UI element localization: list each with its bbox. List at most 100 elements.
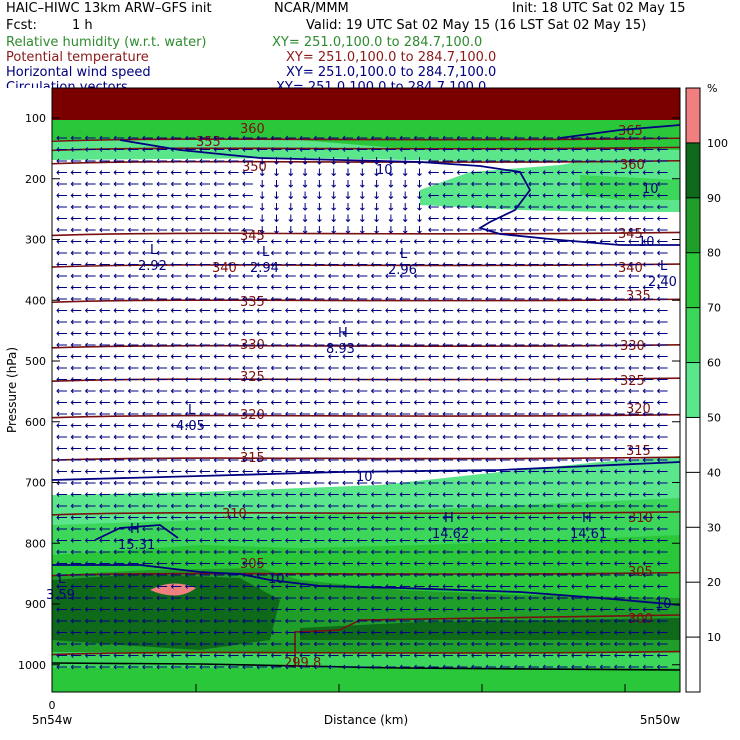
- vector-arrow: [99, 664, 110, 670]
- vector-arrow: [285, 469, 296, 474]
- vector-arrow: [317, 168, 322, 177]
- wind-label-2: 10: [268, 572, 285, 587]
- vector-arrow: [442, 653, 454, 658]
- vector-arrow: [656, 411, 668, 417]
- vector-arrow: [513, 296, 525, 302]
- vector-arrow: [270, 239, 282, 244]
- vector-arrow: [327, 641, 339, 647]
- vector-arrow: [127, 193, 139, 198]
- vector-arrow: [299, 434, 311, 440]
- vector-arrow: [385, 434, 396, 440]
- vector-arrow: [70, 561, 82, 566]
- vector-arrow: [342, 342, 353, 348]
- vector-arrow: [442, 262, 454, 267]
- vector-arrow: [242, 411, 253, 417]
- vector-arrow: [256, 147, 268, 152]
- vector-arrow: [428, 503, 439, 509]
- theta-line-355: [51, 146, 681, 152]
- vector-arrow: [299, 653, 311, 658]
- vector-arrow: [356, 492, 368, 497]
- vector-arrow: [199, 526, 210, 532]
- vector-arrow: [485, 377, 496, 382]
- vector-arrow: [585, 549, 597, 555]
- vector-arrow: [227, 204, 239, 210]
- vector-arrow: [456, 538, 468, 543]
- vector-arrow: [327, 630, 339, 635]
- vector-arrow: [170, 411, 182, 417]
- vector-arrow: [585, 434, 597, 440]
- vector-arrow: [342, 641, 353, 647]
- vector-arrow: [313, 273, 325, 279]
- vector-arrow: [556, 147, 568, 152]
- extremum-H-mark: H: [444, 511, 454, 526]
- vector-arrow: [184, 503, 196, 509]
- vector-arrow: [470, 239, 482, 244]
- vector-arrow: [127, 216, 139, 221]
- vector-arrow: [156, 446, 168, 451]
- vector-arrow: [342, 411, 353, 417]
- vector-arrow: [256, 135, 268, 141]
- y-tick-label: 600: [25, 416, 46, 429]
- vector-arrow: [385, 296, 396, 302]
- vector-arrow: [399, 365, 411, 371]
- vector-arrow: [184, 641, 196, 647]
- vector-arrow: [256, 423, 268, 428]
- theta-label-355: 355: [196, 135, 221, 150]
- vector-arrow: [342, 285, 353, 290]
- vector-arrow: [571, 158, 582, 164]
- vector-arrow: [470, 250, 482, 256]
- vector-arrow: [327, 365, 339, 371]
- vector-arrow: [402, 168, 408, 177]
- vector-arrow: [413, 365, 425, 371]
- vector-arrow: [227, 388, 239, 394]
- vector-arrow: [213, 308, 225, 313]
- vector-arrow: [599, 538, 611, 543]
- vector-arrow: [385, 308, 396, 313]
- vector-arrow: [127, 641, 139, 647]
- vector-arrow: [385, 147, 396, 152]
- vector-arrow: [70, 584, 82, 589]
- vector-arrow: [313, 584, 325, 589]
- vector-arrow: [656, 618, 668, 624]
- vector-arrow: [513, 434, 525, 440]
- vector-arrow: [542, 377, 554, 382]
- vector-arrow: [556, 457, 568, 463]
- vector-arrow: [170, 469, 182, 474]
- vector-arrow: [356, 469, 368, 474]
- vector-arrow: [270, 285, 282, 290]
- vector-arrow: [156, 181, 168, 187]
- vector-arrow: [170, 158, 182, 164]
- vector-arrow: [399, 561, 411, 566]
- vector-arrow: [256, 630, 268, 635]
- vector-arrow: [285, 400, 296, 405]
- vector-arrow: [70, 641, 82, 647]
- vector-arrow: [499, 147, 511, 152]
- vector-arrow: [556, 135, 568, 141]
- vector-arrow: [442, 480, 454, 486]
- vector-arrow: [313, 423, 325, 428]
- vector-arrow: [184, 365, 196, 371]
- vector-arrow: [313, 526, 325, 532]
- vector-arrow: [56, 595, 67, 601]
- vector-arrow: [428, 572, 439, 578]
- vector-arrow: [256, 515, 268, 520]
- vector-arrow: [413, 400, 425, 405]
- vector-arrow: [656, 135, 668, 141]
- vector-arrow: [370, 618, 382, 624]
- vector-arrow: [156, 584, 168, 589]
- vector-arrow: [385, 423, 396, 428]
- vector-arrow: [127, 595, 139, 601]
- vector-arrow: [256, 572, 268, 578]
- vector-arrow: [313, 446, 325, 451]
- vector-arrow: [227, 492, 239, 497]
- vector-arrow: [113, 181, 125, 187]
- vector-arrow: [345, 180, 351, 188]
- vector-arrow: [285, 446, 296, 451]
- vector-arrow: [513, 423, 525, 428]
- vector-arrow: [528, 446, 539, 451]
- vector-arrow: [402, 203, 408, 211]
- vector-arrow: [613, 388, 625, 394]
- vector-arrow: [428, 641, 439, 647]
- vector-arrow: [356, 618, 368, 624]
- vector-arrow: [285, 250, 296, 256]
